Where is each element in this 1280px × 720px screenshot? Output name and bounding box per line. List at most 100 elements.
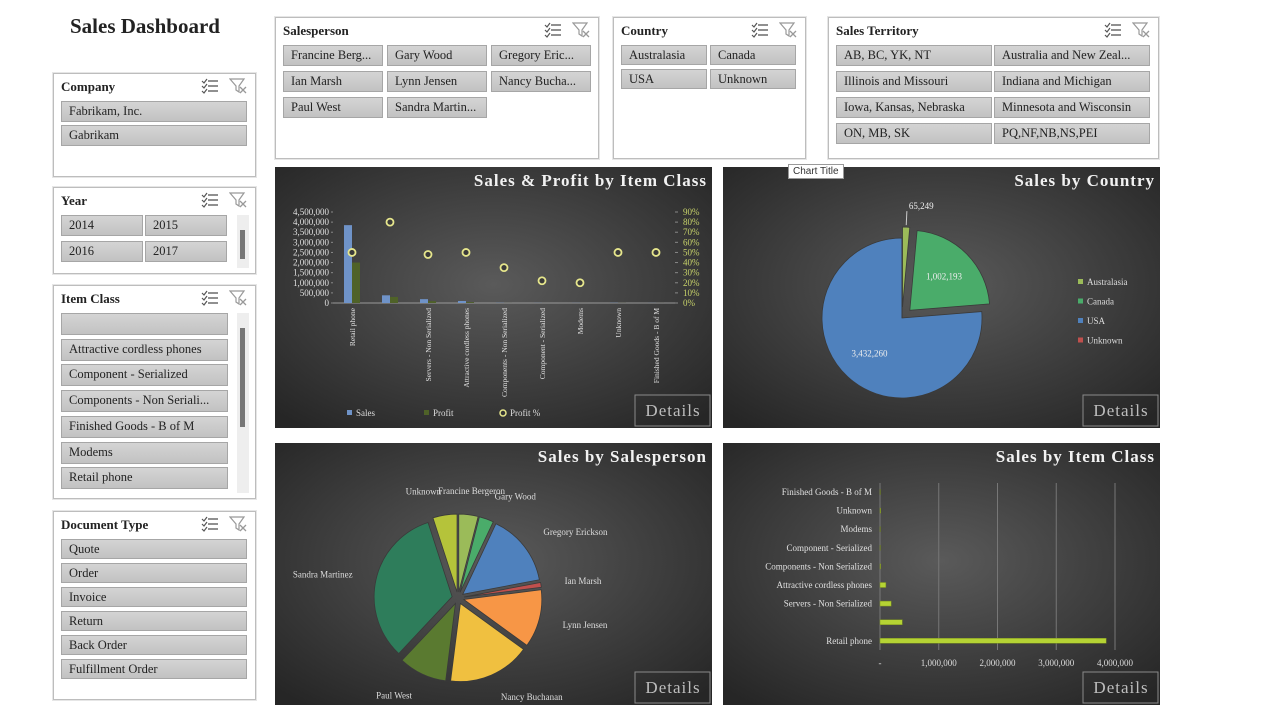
slicer-item[interactable]: Return [61,611,247,631]
slicer-item[interactable]: 2016 [61,241,143,262]
slicer-item[interactable]: Iowa, Kansas, Nebraska [836,97,992,118]
y-tick-label: Retail phone [826,636,872,646]
point [461,248,471,257]
slicer-item[interactable]: Canada [710,45,796,65]
icon-funnel [229,192,246,208]
slicer-item[interactable]: Australia and New Zeal... [994,45,1150,66]
data-label: Nancy Buchanan [501,692,563,702]
slicer-item[interactable]: 2015 [145,215,227,236]
data-label: Gary Wood [495,491,537,501]
clear-filter-icon[interactable] [229,78,247,94]
clear-filter-icon[interactable] [779,22,797,38]
slicer-item[interactable]: Attractive cordless phones [61,338,228,361]
slicer-item[interactable]: Indiana and Michigan [994,71,1150,92]
slicer-item[interactable]: Gabrikam [61,125,247,146]
data-label: Lynn Jensen [563,620,608,630]
slicer-item[interactable]: Illinois and Missouri [836,71,992,92]
details-button-frame[interactable] [1082,671,1159,704]
multi-select-icon[interactable] [201,290,219,306]
clear-filter-icon[interactable] [229,290,247,306]
slicer-item[interactable]: Ian Marsh [283,71,383,92]
slicer-item[interactable]: AB, BC, YK, NT [836,45,992,66]
slicer-item[interactable]: Lynn Jensen [387,71,487,92]
slicer-item[interactable]: Australasia [621,45,707,65]
chart-panel: Sales by Country 65,249 Australasia 1,002,1… [723,167,1160,428]
x-tick-label: Components - Non Serialized [500,308,509,397]
pie-slice [373,522,453,655]
y-tick-label: Servers - Non Serialized [784,599,873,609]
icon-check [544,32,551,38]
data-label: Sandra Martinez [293,569,353,579]
pie-slice [902,226,911,308]
bar [382,295,390,303]
slicer-item[interactable]: Order [61,563,247,583]
icon-check [201,526,208,532]
icon-funnel [229,290,246,306]
slicer-item[interactable]: ON, MB, SK [836,123,992,144]
y-tick-label: 2,500,000 [293,247,330,257]
slicer-item[interactable]: Paul West [283,97,383,118]
slicer-item[interactable]: Quote [61,539,247,559]
slicer-item[interactable]: Modems [61,441,228,464]
y-tick-label: Attractive cordless phones [777,580,873,590]
icon-check [751,22,758,28]
slicer-item[interactable]: Nancy Bucha... [491,71,591,92]
bar [879,582,887,588]
slicer-item[interactable]: Sandra Martin... [387,97,487,118]
clear-filter-icon[interactable] [572,22,590,38]
pie-slice [462,589,543,646]
slicer-item[interactable]: Components - Non Seriali... [61,390,228,413]
multi-select-icon[interactable] [201,192,219,208]
multi-select-icon[interactable] [544,22,562,38]
slicer-item[interactable]: Minnesota and Wisconsin [994,97,1150,118]
details-button-frame[interactable] [634,394,711,427]
slicer-item[interactable]: 2017 [145,241,227,262]
icon-check [201,516,208,522]
y2-tick-label: 30% [683,268,700,278]
slicer-item[interactable]: Invoice [61,587,247,607]
details-button[interactable]: Details [1093,401,1148,420]
details-button[interactable]: Details [1093,678,1148,697]
slicer-item[interactable]: 2014 [61,215,143,236]
multi-select-icon[interactable] [1104,22,1122,38]
multi-select-icon[interactable] [201,78,219,94]
slicer-item[interactable]: Francine Berg... [283,45,383,66]
bar [458,300,466,303]
legend-swatch [424,410,429,415]
scrollbar-thumb[interactable] [240,328,245,427]
clear-filter-icon[interactable] [229,516,247,532]
chart-title: Sales by Item Class [996,447,1155,466]
clear-filter-icon[interactable] [229,192,247,208]
slicer-item[interactable]: Gary Wood [387,45,487,66]
legend-label: Australasia [1087,277,1128,287]
icon-check [1104,27,1111,33]
slicer-title: Year [61,193,87,208]
slicer-item[interactable]: USA [621,69,707,89]
slicer-item[interactable]: Retail phone [61,467,228,490]
slicer-item[interactable]: Finished Goods - B of M [61,415,228,438]
slicer-item[interactable]: Unknown [710,69,796,89]
details-button-frame[interactable] [1082,394,1159,427]
multi-select-icon[interactable] [751,22,769,38]
data-label: Unknown [406,486,442,496]
icon-x [239,86,247,94]
scrollbar-thumb[interactable] [240,230,245,260]
icon-check [1104,32,1111,38]
slicer-item[interactable]: Gregory Eric... [491,45,591,66]
slicer-item[interactable]: Component - Serialized [61,364,228,387]
slicer-item[interactable]: Fulfillment Order [61,659,247,679]
slicer-item[interactable]: PQ,NF,NB,NS,PEI [994,123,1150,144]
y-tick-label: 3,500,000 [293,227,330,237]
details-button[interactable]: Details [645,678,700,697]
data-label: Francine Bergeron [438,486,506,496]
multi-select-icon[interactable] [201,516,219,532]
y-tick-label: 4,500,000 [293,207,330,217]
details-button-frame[interactable] [634,671,711,704]
slicer-title: Item Class [61,291,120,306]
icon-funnel [1132,22,1149,38]
slicer-item[interactable]: Back Order [61,635,247,655]
clear-filter-icon[interactable] [1132,22,1150,38]
slicer-item[interactable] [61,313,228,335]
details-button[interactable]: Details [645,401,700,420]
slicer-item[interactable]: Fabrikam, Inc. [61,101,247,122]
